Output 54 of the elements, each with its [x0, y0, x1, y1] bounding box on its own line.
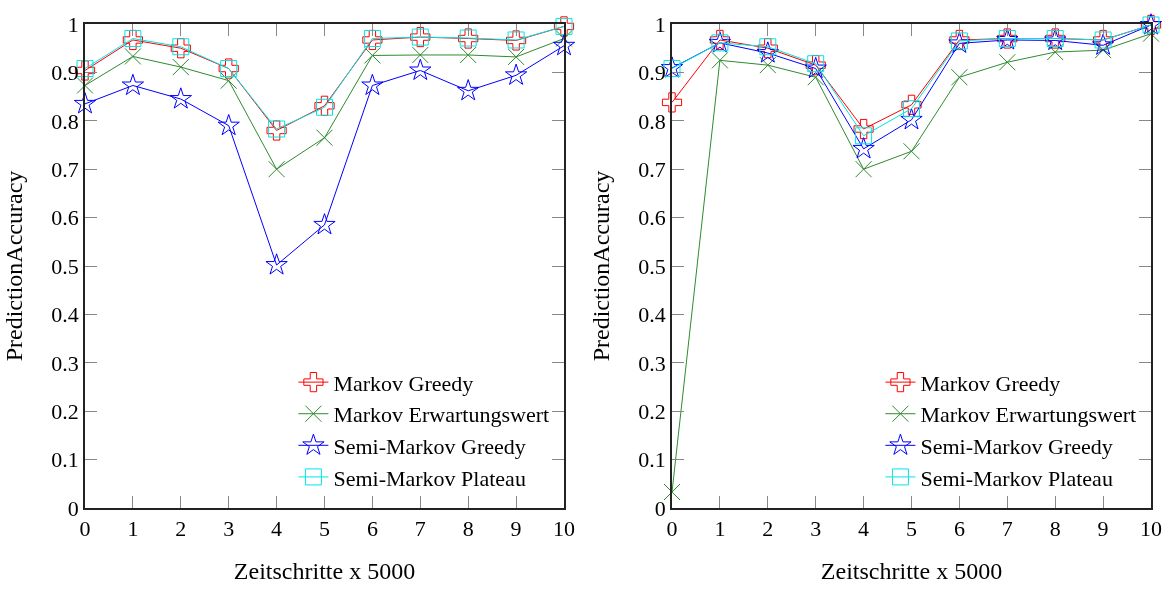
y-tick-label: 0.8	[51, 108, 79, 134]
x-tick-label: 1	[714, 516, 726, 542]
y-tick-label: 0.3	[51, 350, 79, 376]
x-tick-label: 6	[953, 516, 965, 542]
y-tick-label: 0.4	[51, 302, 79, 328]
y-tick-label: 0.5	[51, 253, 79, 279]
x-tick-label: 5	[906, 516, 917, 542]
x-tick-label: 1	[127, 516, 139, 542]
legend-label: Semi-Markov Plateau	[920, 465, 1113, 491]
x-tick-label: 10	[1140, 516, 1162, 542]
y-tick-label: 0.8	[638, 108, 666, 134]
legend-label: Semi-Markov Greedy	[333, 433, 526, 459]
x-tick-label: 7	[1001, 516, 1013, 542]
x-axis-title: Zeitschritte x 5000	[820, 557, 1003, 584]
legend-label: Markov Greedy	[333, 370, 474, 396]
x-tick-label: 3	[810, 516, 822, 542]
x-tick-label: 5	[319, 516, 330, 542]
y-tick-label: 0.1	[638, 447, 666, 473]
y-tick-label: 0.6	[51, 205, 79, 231]
y-tick-label: 0.2	[638, 398, 666, 424]
y-tick-label: 0.1	[51, 447, 79, 473]
legend-label: Markov Greedy	[920, 370, 1061, 396]
legend-label: Semi-Markov Plateau	[333, 465, 526, 491]
x-tick-label: 6	[366, 516, 378, 542]
x-tick-label: 9	[1097, 516, 1109, 542]
x-tick-label: 7	[414, 516, 426, 542]
legend-label: Markov Erwartungswert	[920, 402, 1137, 428]
y-tick-label: 0.2	[51, 398, 79, 424]
y-tick-label: 0.6	[638, 205, 666, 231]
x-tick-label: 3	[223, 516, 235, 542]
y-tick-label: 0.7	[638, 156, 666, 182]
x-tick-label: 10	[553, 516, 575, 542]
y-axis-title: PredictionAccuracy	[0, 170, 27, 362]
y-tick-label: 0.4	[638, 302, 666, 328]
x-tick-label: 4	[271, 516, 283, 542]
y-axis-title: PredictionAccuracy	[587, 170, 614, 362]
y-tick-label: 0	[67, 495, 79, 521]
y-tick-label: 1	[67, 11, 79, 37]
y-tick-label: 0.9	[638, 60, 666, 86]
legend-label: Semi-Markov Greedy	[920, 433, 1113, 459]
y-tick-label: 0.3	[638, 350, 666, 376]
x-tick-label: 8	[1049, 516, 1061, 542]
x-tick-label: 8	[462, 516, 474, 542]
x-tick-label: 2	[175, 516, 187, 542]
x-tick-label: 2	[762, 516, 774, 542]
y-tick-label: 1	[654, 11, 666, 37]
x-tick-label: 9	[510, 516, 522, 542]
y-tick-label: 0.7	[51, 156, 79, 182]
x-axis-title: Zeitschritte x 5000	[233, 557, 416, 584]
y-tick-label: 0	[654, 495, 666, 521]
legend-label: Markov Erwartungswert	[333, 402, 550, 428]
x-tick-label: 4	[858, 516, 870, 542]
y-tick-label: 0.9	[51, 60, 79, 86]
y-tick-label: 0.5	[638, 253, 666, 279]
